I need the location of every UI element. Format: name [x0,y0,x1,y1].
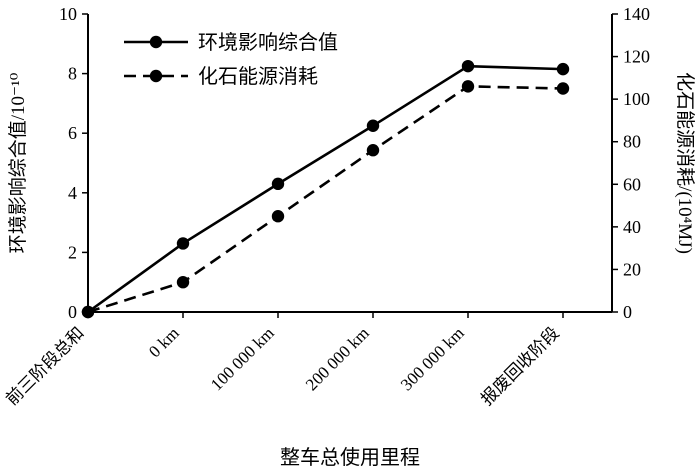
data-point-solid [176,237,190,250]
left-axis-tick-label: 10 [59,4,77,24]
left-axis-title: 环境影响综合值/10⁻¹⁰ [7,72,29,253]
data-point-solid [556,62,570,76]
left-axis-tick-label: 4 [68,183,77,203]
data-point-dashed [176,276,190,289]
left-axis-tick-label: 2 [68,242,77,262]
right-axis-tick-label: 20 [623,259,641,279]
legend-marker [149,69,163,83]
x-axis-tick-label: 200 000 km [302,323,373,394]
left-axis-tick-label: 8 [68,64,77,84]
series-line-dashed [87,85,564,314]
x-axis-tick-label: 300 000 km [397,323,468,394]
left-axis-tick-label: 0 [68,302,77,322]
x-axis-tick-label: 100 000 km [207,323,278,394]
right-axis-tick-label: 140 [623,4,650,24]
series-line-solid [87,64,564,314]
data-point-solid [461,59,475,73]
x-axis-tick-label: 前三阶段总和 [2,323,88,409]
left-axis-tick-label: 6 [68,123,77,143]
right-axis-tick-label: 100 [623,89,650,109]
data-point-dashed [366,144,380,157]
right-axis-title: 化石能源消耗/(10⁴MJ) [674,72,696,254]
legend-label: 环境影响综合值 [198,31,338,54]
x-axis-title: 整车总使用里程 [280,446,420,469]
data-point-dashed [461,80,475,93]
right-axis-tick-label: 60 [623,174,641,194]
right-axis-tick-label: 40 [623,217,641,237]
data-point-dashed [271,210,285,223]
legend-label: 化石能源消耗 [198,65,318,88]
legend-marker [149,35,163,49]
data-point-solid [271,177,285,191]
data-point-solid [366,119,380,132]
data-point-dashed [81,305,95,319]
right-axis-tick-label: 0 [623,302,632,322]
x-axis-tick-label: 报废回收阶段 [477,323,563,409]
x-axis-tick-label: 0 km [145,323,183,361]
right-axis-tick-label: 120 [623,47,650,67]
data-point-dashed [556,82,570,95]
right-axis-tick-label: 80 [623,132,641,152]
